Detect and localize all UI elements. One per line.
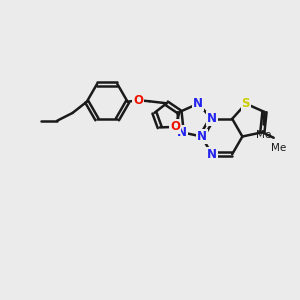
Text: N: N — [193, 97, 203, 110]
Text: N: N — [196, 130, 207, 143]
Text: N: N — [207, 112, 217, 125]
Text: Me: Me — [256, 130, 271, 140]
Text: O: O — [133, 94, 143, 107]
Text: N: N — [207, 148, 217, 161]
Text: O: O — [170, 120, 180, 134]
Text: N: N — [177, 126, 187, 139]
Text: Me: Me — [271, 143, 286, 153]
Text: S: S — [242, 97, 250, 110]
